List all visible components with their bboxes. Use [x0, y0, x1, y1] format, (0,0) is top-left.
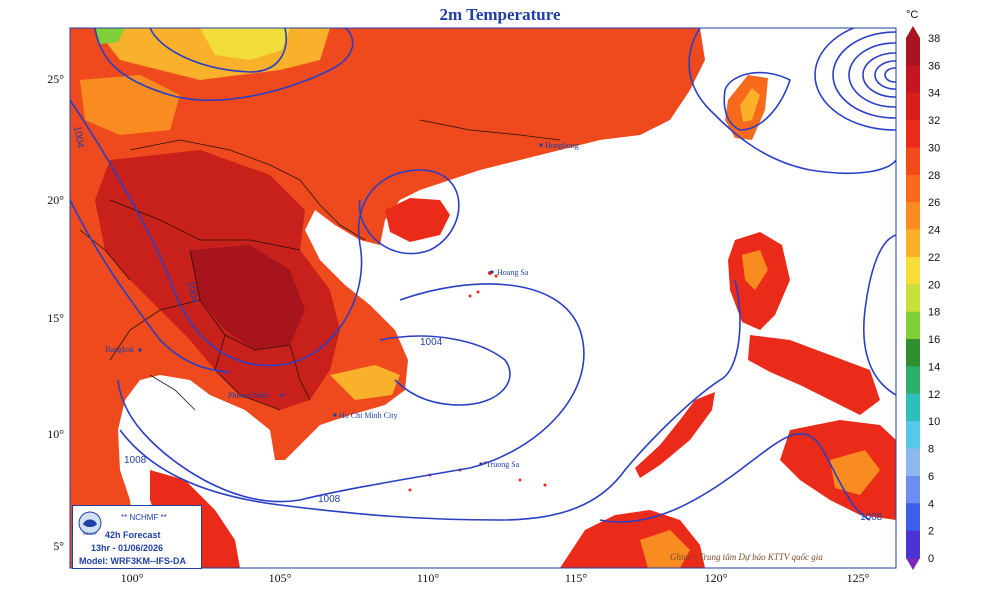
colorbar-tick-label: 36: [928, 60, 940, 72]
x-tick-label: 120°: [705, 571, 728, 585]
y-tick-label: 15°: [47, 311, 64, 325]
colorbar-swatch: [906, 120, 920, 148]
isobar-high-rings: [814, 28, 896, 131]
colorbar-swatch: [906, 339, 920, 367]
place-label-truong-sa: Truong Sa: [486, 460, 520, 469]
colorbar-swatch: [906, 256, 920, 285]
colorbar-swatch: [906, 393, 920, 422]
colorbar-swatch: [906, 475, 920, 504]
isobar-label: 1008: [318, 494, 341, 505]
colorbar-tick-label: 4: [928, 498, 934, 510]
colorbar-swatch: [906, 311, 920, 340]
map-frame: [69, 27, 897, 569]
place-label-hongkong: Hongkong: [545, 141, 579, 150]
place-label-phnom-penh: Phnom Penh: [228, 391, 269, 400]
colorbar-tick-label: 10: [928, 416, 940, 428]
x-axis: 100° 105° 110° 115° 120° 125°: [121, 571, 870, 585]
x-tick-label: 100°: [121, 571, 144, 585]
land-central-highlands: [330, 365, 400, 400]
svg-text:NCHMF: NCHMF: [83, 531, 98, 536]
colorbar-tick-label: 32: [928, 115, 940, 127]
colorbar-swatch: [906, 174, 920, 203]
forecast-info-box: NCHMF ** NCHMF ** 42h Forecast 13hr - 01…: [72, 505, 202, 569]
colorbar-tick-label: 18: [928, 307, 940, 319]
colorbar-top-arrow: [906, 26, 920, 38]
colorbar-tick-label: 24: [928, 225, 940, 237]
nchmf-logo-icon: NCHMF: [78, 511, 102, 536]
land-mindanao-highlands: [830, 450, 880, 495]
forecast-label: 42h Forecast: [105, 530, 161, 540]
model-label: Model: WRF3KM--IFS-DA: [79, 556, 186, 566]
colorbar-swatch: [906, 65, 920, 94]
colorbar-tick-label: 20: [928, 279, 940, 291]
y-tick-label: 25°: [47, 72, 64, 86]
colorbar-swatch: [906, 421, 920, 450]
org-label: ** NCHMF **: [121, 513, 167, 522]
colorbar-tick-label: 16: [928, 334, 940, 346]
colorbar-tick-label: 12: [928, 389, 940, 401]
colorbar-swatch: [906, 92, 920, 121]
colorbar-tick-label: 0: [928, 553, 934, 565]
place-label-ho-chi-minh-city: Ho Chi Minh City: [339, 411, 397, 420]
colorbar-swatch: [906, 366, 920, 395]
forecast-time: 13hr - 01/06/2026: [91, 543, 164, 553]
y-tick-label: 20°: [47, 193, 64, 207]
colorbar-tick-label: 2: [928, 526, 934, 538]
land-luzon-highlands: [742, 250, 768, 290]
x-tick-label: 125°: [847, 571, 870, 585]
colorbar-swatch: [906, 38, 920, 66]
isobar-label: 1004: [185, 280, 200, 304]
x-tick-label: 110°: [417, 571, 440, 585]
y-tick-label: 5°: [53, 539, 64, 553]
colorbar-swatch: [906, 530, 920, 559]
isobar-label: 1004: [71, 125, 86, 149]
x-tick-label: 115°: [565, 571, 588, 585]
colorbar-swatch: [906, 284, 920, 313]
land-coolest-highlands: [200, 28, 290, 60]
place-label-hoang-sa: Hoang Sa: [497, 268, 529, 277]
isobar-label: 1004: [420, 337, 443, 348]
colorbar-tick-label: 22: [928, 252, 940, 264]
land-visayas: [748, 335, 880, 415]
land-hottest-core: [190, 245, 305, 350]
colorbar-tick-label: 34: [928, 88, 940, 100]
y-tick-label: 10°: [47, 427, 64, 441]
land-green-patch: [95, 28, 125, 44]
colorbar-swatch: [906, 503, 920, 532]
place-markers: [138, 143, 543, 466]
colorbar-tick-label: 26: [928, 197, 940, 209]
land-borneo-highlands: [640, 530, 690, 568]
isobar-label: 1000: [894, 266, 905, 289]
colorbar-unit: °C: [906, 9, 918, 21]
colorbar-tick-label: 6: [928, 471, 934, 483]
colorbar-swatch: [906, 147, 920, 176]
y-axis: 25° 20° 15° 10° 5°: [47, 72, 64, 553]
colorbar-tick-label: 30: [928, 142, 940, 154]
isobars: [70, 28, 896, 523]
colorbar-bottom-arrow: [906, 558, 920, 570]
colorbar-swatch: [906, 202, 920, 231]
credit-text: Ghim – Trung tâm Dự báo KTTV quốc gia: [670, 552, 823, 562]
colorbar-swatch: [906, 448, 920, 477]
isobar-label: 1008: [860, 512, 883, 523]
colorbar-tick-label: 8: [928, 444, 934, 456]
map-title: 2m Temperature: [439, 5, 561, 24]
isobar-label: 1008: [124, 455, 147, 466]
colorbar-tick-label: 38: [928, 33, 940, 45]
land-taiwan-mountains: [740, 88, 760, 122]
x-tick-label: 105°: [269, 571, 292, 585]
land-hainan: [385, 198, 450, 242]
colorbar-tick-label: 14: [928, 361, 940, 373]
land-palawan: [635, 392, 715, 478]
colorbar-tick-label: 28: [928, 170, 940, 182]
place-label-bangkok: Bangkok: [105, 345, 134, 354]
colorbar-swatch: [906, 229, 920, 258]
